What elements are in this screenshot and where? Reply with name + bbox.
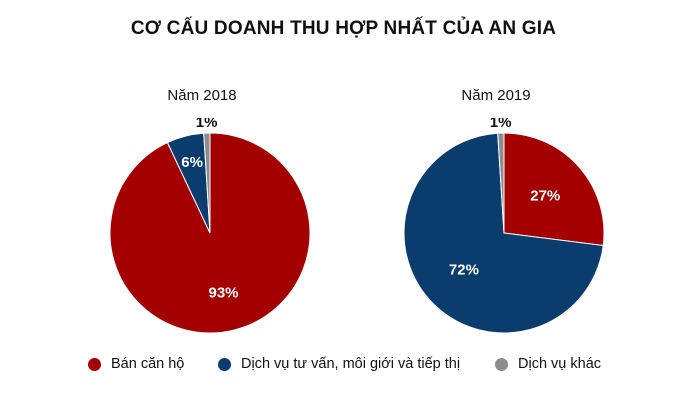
- legend-item-dich-vu-khac: Dịch vụ khác: [495, 356, 601, 372]
- pie-2018-title: Năm 2018: [167, 87, 237, 104]
- legend: Bán căn hộ Dịch vụ tư vấn, môi giới và t…: [0, 356, 687, 380]
- legend-item-dich-vu-tu-van: Dịch vụ tư vấn, môi giới và tiếp thị: [218, 356, 460, 372]
- legend-label: Dịch vụ khác: [518, 356, 602, 372]
- slice-dich-vu-tu-van: [403, 132, 604, 334]
- legend-dot-icon: [88, 357, 101, 371]
- data-label-ban-can-ho: 93%: [209, 284, 239, 301]
- pie-chart-2019: 27% 72% 1%: [403, 118, 605, 334]
- legend-item-ban-can-ho: Bán căn hộ: [88, 356, 184, 372]
- legend-dot-icon: [218, 357, 231, 371]
- legend-dot-icon: [495, 357, 508, 371]
- legend-label: Dịch vụ tư vấn, môi giới và tiếp thị: [241, 356, 461, 372]
- slice-dich-vu-khac: [497, 132, 505, 234]
- slice-ban-can-ho: [503, 132, 605, 247]
- data-label-dich-vu-khac: 1%: [196, 118, 218, 131]
- pie-chart-2018: 93% 6% 1%: [109, 118, 311, 334]
- data-label-ban-can-ho: 27%: [530, 188, 560, 205]
- data-label-dich-vu-tu-van: 72%: [449, 262, 479, 279]
- chart-title: CƠ CẤU DOANH THU HỢP NHẤT CỦA AN GIA: [130, 18, 557, 39]
- data-label-dich-vu-khac: 1%: [490, 118, 512, 131]
- data-label-dich-vu-tu-van: 6%: [181, 154, 203, 171]
- slice-dich-vu-khac: [203, 132, 211, 234]
- pie-2019-title: Năm 2019: [461, 87, 531, 104]
- legend-label: Bán căn hộ: [111, 356, 185, 372]
